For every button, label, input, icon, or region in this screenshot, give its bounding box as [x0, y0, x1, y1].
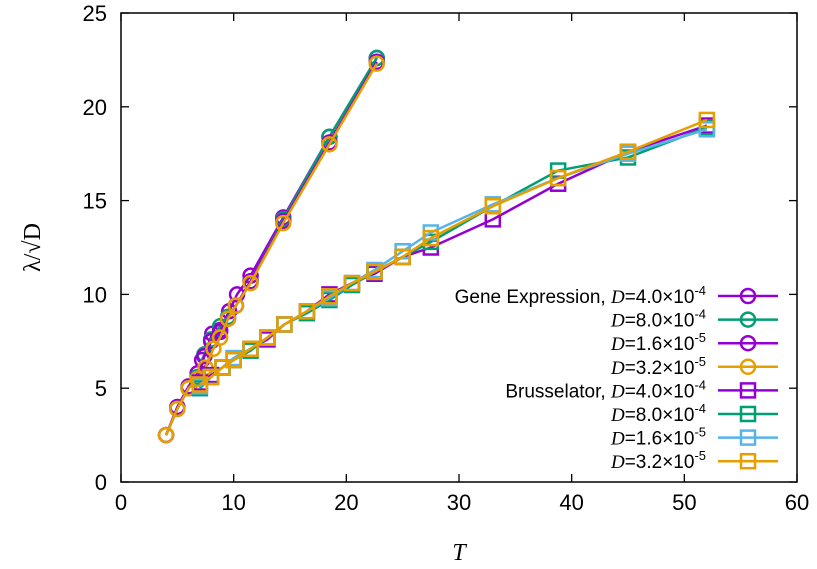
square-point — [394, 248, 411, 266]
legend-d-value: =8.0×10 — [625, 311, 695, 332]
legend-entry: D=1.6×10-5 — [610, 330, 778, 355]
legend-d-symbol: D — [610, 429, 625, 450]
square-point — [225, 351, 242, 369]
legend-marker-square — [739, 452, 757, 470]
legend-entry: D=3.2×10-5 — [610, 448, 778, 473]
legend-label: D=3.2×10-5 — [610, 354, 706, 379]
square-point — [321, 288, 338, 305]
legend-group-label: Brusselator, — [505, 381, 611, 402]
square-point — [276, 316, 293, 333]
y-tick-label: 20 — [83, 95, 107, 120]
legend-marker-circle — [739, 311, 757, 328]
circle-point — [180, 379, 197, 397]
series-4 — [157, 55, 386, 444]
legend-marker-square — [739, 382, 757, 399]
legend-d-exponent: -4 — [694, 377, 706, 392]
legend-d-symbol: D — [610, 405, 625, 426]
legend-entry: Gene Expression, D=4.0×10-4 — [455, 283, 778, 308]
x-tick-label: 10 — [221, 490, 245, 515]
legend-marker-square — [739, 429, 757, 446]
legend-d-value: =1.6×10 — [625, 334, 695, 355]
x-tick-label: 40 — [559, 490, 583, 515]
legend-marker-circle — [739, 287, 757, 305]
x-tick-label: 50 — [672, 490, 696, 515]
series-8 — [191, 111, 716, 393]
square-point — [343, 274, 361, 292]
legend-d-exponent: -4 — [694, 401, 706, 416]
circle-point — [242, 274, 259, 292]
legend-group-label: Gene Expression, — [455, 287, 611, 308]
circle-point — [321, 136, 338, 153]
legend-d-symbol: D — [610, 452, 625, 473]
y-axis-title: λ/√D — [20, 223, 46, 272]
legend-d-exponent: -5 — [694, 330, 706, 345]
legend-marker-circle — [739, 334, 757, 352]
circle-point — [219, 310, 237, 328]
legend-label: Gene Expression, D=4.0×10-4 — [455, 283, 706, 308]
legend-label: D=1.6×10-5 — [610, 330, 706, 355]
plot-area — [157, 49, 716, 444]
circle-point — [274, 214, 292, 232]
legend-d-symbol: D — [610, 287, 625, 308]
legend-label: D=3.2×10-5 — [610, 448, 706, 473]
circle-point — [169, 400, 186, 418]
square-point — [619, 143, 637, 161]
legend-entry: D=1.6×10-5 — [610, 425, 778, 450]
legend-d-exponent: -4 — [694, 307, 706, 322]
square-point — [422, 229, 440, 247]
legend-entry: D=8.0×10-4 — [610, 307, 778, 332]
legend-d-symbol: D — [610, 334, 625, 355]
legend-d-symbol: D — [610, 311, 625, 332]
legend-d-value: =3.2×10 — [625, 358, 695, 379]
circle-point — [227, 297, 245, 314]
y-tick-label: 5 — [95, 376, 107, 401]
square-point — [549, 169, 567, 187]
square-point — [698, 121, 716, 138]
y-tick-label: 0 — [95, 470, 107, 495]
legend-marker-square — [739, 405, 757, 423]
legend-d-value: =8.0×10 — [625, 405, 695, 426]
legend-d-value: =1.6×10 — [625, 429, 695, 450]
legend-entry: D=3.2×10-5 — [610, 354, 778, 379]
circle-point — [368, 55, 386, 72]
legend-entry: D=8.0×10-4 — [610, 401, 778, 426]
legend-d-value: =4.0×10 — [625, 287, 695, 308]
x-tick-label: 20 — [334, 490, 358, 515]
square-point — [484, 197, 502, 215]
legend: Gene Expression, D=4.0×10-4D=8.0×10-4D=1… — [455, 283, 778, 473]
legend-marker-circle — [739, 358, 757, 376]
legend-d-exponent: -5 — [694, 354, 706, 369]
legend-d-exponent: -5 — [694, 448, 706, 463]
legend-label: D=1.6×10-5 — [610, 425, 706, 450]
square-point — [259, 329, 276, 346]
series-line — [164, 63, 378, 436]
legend-d-symbol: D — [610, 358, 625, 379]
square-point — [298, 303, 316, 320]
square-point — [242, 340, 259, 358]
legend-d-exponent: -5 — [694, 425, 706, 440]
legend-d-value: =4.0×10 — [625, 381, 695, 402]
legend-label: D=8.0×10-4 — [610, 401, 706, 426]
legend-label: Brusselator, D=4.0×10-4 — [505, 377, 706, 402]
circle-point — [157, 426, 175, 444]
legend-entry: Brusselator, D=4.0×10-4 — [505, 377, 778, 402]
y-tick-label: 25 — [83, 1, 107, 26]
square-point — [366, 263, 383, 281]
x-tick-label: 30 — [447, 490, 471, 515]
y-tick-label: 10 — [83, 282, 107, 307]
y-tick-label: 15 — [83, 189, 107, 214]
square-point — [202, 368, 220, 386]
circle-point — [211, 329, 229, 346]
legend-d-value: =3.2×10 — [625, 452, 695, 473]
legend-label: D=8.0×10-4 — [610, 307, 706, 332]
x-tick-label: 60 — [785, 490, 809, 515]
legend-d-exponent: -4 — [694, 283, 706, 298]
square-point — [698, 111, 716, 129]
x-tick-label: 0 — [115, 490, 127, 515]
x-axis-title: T — [452, 540, 467, 566]
legend-d-symbol: D — [610, 381, 625, 402]
axes: 0 10 20 30 40 50 60 0 5 10 15 20 25 Tλ/√D — [20, 1, 809, 566]
